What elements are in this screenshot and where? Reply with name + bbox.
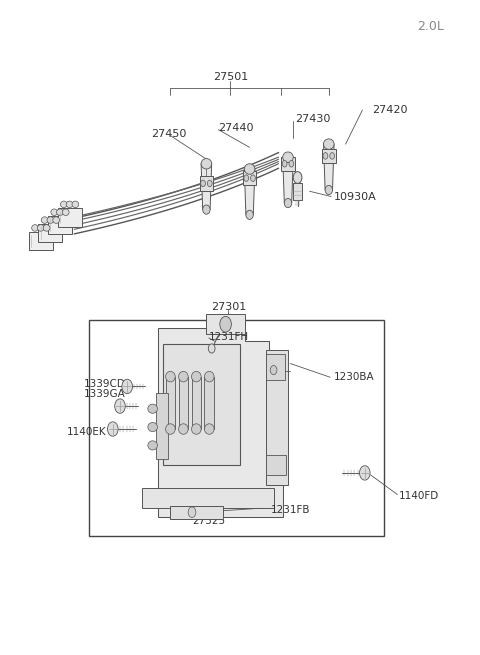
Text: 27450: 27450 xyxy=(151,129,187,140)
Ellipse shape xyxy=(201,159,212,169)
Circle shape xyxy=(251,175,255,181)
Circle shape xyxy=(270,365,277,375)
Bar xyxy=(179,377,188,429)
Circle shape xyxy=(244,175,249,181)
Ellipse shape xyxy=(72,201,79,208)
Ellipse shape xyxy=(246,210,253,219)
Bar xyxy=(89,320,384,536)
Text: 2.0L: 2.0L xyxy=(417,20,444,33)
Text: 27430: 27430 xyxy=(295,114,331,124)
Polygon shape xyxy=(201,164,212,210)
Polygon shape xyxy=(243,171,256,185)
Circle shape xyxy=(220,316,231,332)
Polygon shape xyxy=(158,328,283,517)
Ellipse shape xyxy=(179,424,188,434)
Bar xyxy=(266,354,285,380)
Polygon shape xyxy=(206,314,245,334)
Ellipse shape xyxy=(203,205,210,214)
Ellipse shape xyxy=(324,139,334,149)
Polygon shape xyxy=(170,506,223,519)
Ellipse shape xyxy=(66,201,73,208)
Bar xyxy=(166,377,175,429)
Text: 1231FB: 1231FB xyxy=(271,504,311,515)
Text: 1339CD: 1339CD xyxy=(84,379,126,390)
Ellipse shape xyxy=(204,424,214,434)
Bar xyxy=(266,455,286,475)
Ellipse shape xyxy=(192,424,201,434)
Ellipse shape xyxy=(284,198,292,208)
Circle shape xyxy=(208,344,215,353)
Text: 1231FH: 1231FH xyxy=(209,331,249,342)
Bar xyxy=(192,377,201,429)
Text: 27325: 27325 xyxy=(192,515,225,526)
Polygon shape xyxy=(38,224,62,242)
Polygon shape xyxy=(200,176,213,191)
Circle shape xyxy=(289,160,294,167)
Ellipse shape xyxy=(47,217,54,223)
Ellipse shape xyxy=(60,201,67,208)
Ellipse shape xyxy=(293,172,302,183)
Ellipse shape xyxy=(192,371,201,382)
Ellipse shape xyxy=(166,424,175,434)
Ellipse shape xyxy=(148,404,157,413)
Ellipse shape xyxy=(244,164,255,174)
Polygon shape xyxy=(293,183,302,200)
Ellipse shape xyxy=(325,185,333,195)
Polygon shape xyxy=(29,232,53,250)
Ellipse shape xyxy=(43,225,50,231)
Circle shape xyxy=(282,160,287,167)
Bar xyxy=(163,344,240,465)
Bar xyxy=(204,377,214,429)
Polygon shape xyxy=(281,157,295,171)
Circle shape xyxy=(323,153,328,159)
Ellipse shape xyxy=(62,209,69,215)
Polygon shape xyxy=(322,149,336,163)
Circle shape xyxy=(108,422,118,436)
Text: 1339GA: 1339GA xyxy=(84,388,126,399)
Ellipse shape xyxy=(51,209,58,215)
Ellipse shape xyxy=(148,422,157,432)
Circle shape xyxy=(360,466,370,480)
Circle shape xyxy=(207,180,212,187)
Circle shape xyxy=(188,507,196,517)
Polygon shape xyxy=(244,169,255,215)
Text: 1230BA: 1230BA xyxy=(334,371,374,382)
Ellipse shape xyxy=(53,217,60,223)
Ellipse shape xyxy=(179,371,188,382)
Text: 27420: 27420 xyxy=(372,105,408,115)
Ellipse shape xyxy=(148,441,157,450)
Circle shape xyxy=(122,379,132,394)
Ellipse shape xyxy=(37,225,44,231)
Ellipse shape xyxy=(204,371,214,382)
Polygon shape xyxy=(58,208,82,227)
Ellipse shape xyxy=(57,209,63,215)
Polygon shape xyxy=(266,350,288,485)
Polygon shape xyxy=(156,393,168,458)
Polygon shape xyxy=(48,216,72,234)
Polygon shape xyxy=(324,144,334,190)
Ellipse shape xyxy=(166,371,175,382)
Circle shape xyxy=(115,399,125,413)
Text: 27440: 27440 xyxy=(218,122,254,133)
Polygon shape xyxy=(283,157,293,203)
Text: 27301: 27301 xyxy=(211,302,246,312)
Text: 10930A: 10930A xyxy=(334,191,376,202)
Text: 27501: 27501 xyxy=(213,72,248,83)
Circle shape xyxy=(330,153,335,159)
Ellipse shape xyxy=(41,217,48,223)
Ellipse shape xyxy=(32,225,38,231)
Text: 1140EK: 1140EK xyxy=(67,427,107,438)
Polygon shape xyxy=(142,488,274,508)
Circle shape xyxy=(201,180,205,187)
Ellipse shape xyxy=(283,152,293,162)
Text: 1140FD: 1140FD xyxy=(398,491,439,502)
